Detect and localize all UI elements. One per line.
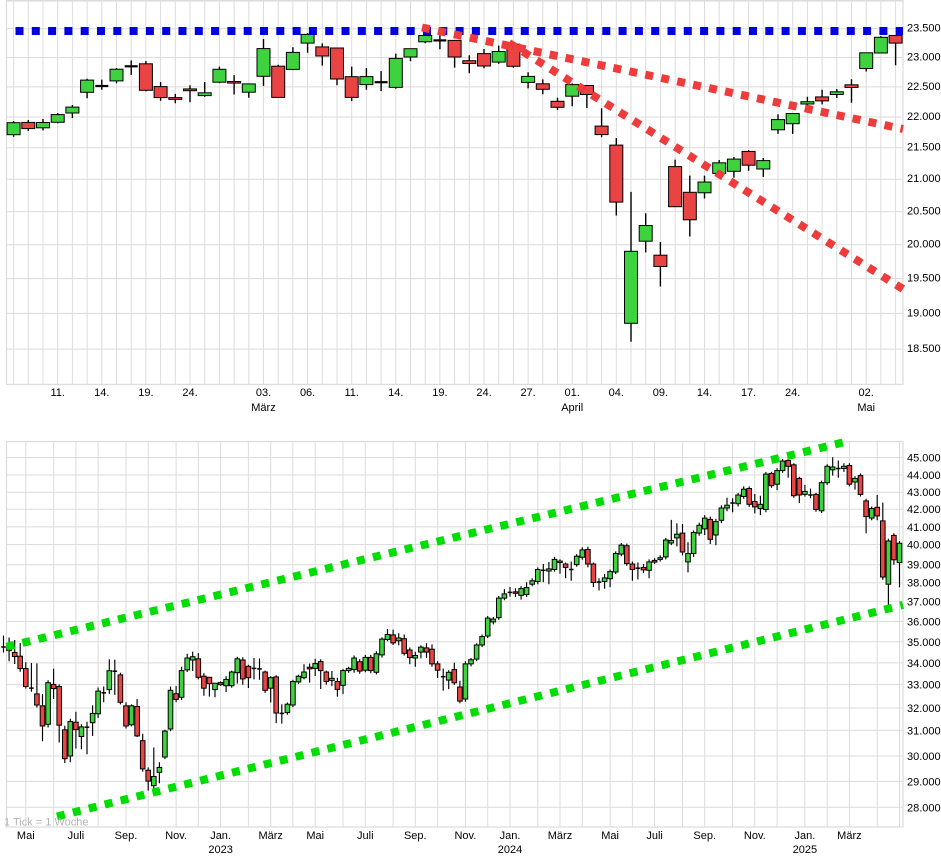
- svg-text:23.500: 23.500: [907, 23, 941, 35]
- svg-text:Sep.: Sep.: [693, 830, 716, 842]
- svg-text:37.000: 37.000: [907, 596, 941, 608]
- svg-text:Sep.: Sep.: [404, 830, 427, 842]
- svg-text:42.000: 42.000: [907, 504, 941, 516]
- svg-text:Mai: Mai: [17, 830, 35, 842]
- svg-text:03.: 03.: [256, 387, 271, 399]
- svg-text:38.000: 38.000: [907, 578, 941, 590]
- svg-text:04.: 04.: [609, 387, 624, 399]
- svg-text:17.: 17.: [741, 387, 756, 399]
- svg-text:22.000: 22.000: [907, 111, 941, 123]
- svg-text:19.: 19.: [432, 387, 447, 399]
- svg-text:Mai: Mai: [306, 830, 324, 842]
- svg-text:14.: 14.: [388, 387, 403, 399]
- svg-text:32.000: 32.000: [907, 703, 941, 715]
- svg-text:34.000: 34.000: [907, 658, 941, 670]
- svg-text:33.000: 33.000: [907, 680, 941, 692]
- svg-text:Jan.: Jan.: [500, 830, 521, 842]
- svg-text:2025: 2025: [793, 844, 817, 856]
- svg-text:20.500: 20.500: [907, 206, 941, 218]
- svg-text:Sep.: Sep.: [115, 830, 138, 842]
- svg-text:Jan.: Jan.: [795, 830, 816, 842]
- svg-text:09.: 09.: [653, 387, 668, 399]
- svg-text:23.000: 23.000: [907, 51, 941, 63]
- svg-text:Jan.: Jan.: [210, 830, 231, 842]
- svg-text:19.500: 19.500: [907, 273, 941, 285]
- svg-text:24.: 24.: [785, 387, 800, 399]
- svg-text:Nov.: Nov.: [165, 830, 187, 842]
- svg-text:27.: 27.: [520, 387, 535, 399]
- svg-text:Nov.: Nov.: [454, 830, 476, 842]
- svg-text:40.000: 40.000: [907, 540, 941, 552]
- svg-text:Mai: Mai: [857, 402, 875, 414]
- svg-text:31.000: 31.000: [907, 725, 941, 737]
- svg-text:Mai: Mai: [601, 830, 619, 842]
- svg-text:11.: 11.: [50, 387, 64, 399]
- svg-text:24.: 24.: [182, 387, 197, 399]
- svg-text:März: März: [548, 830, 572, 842]
- svg-text:Nov.: Nov.: [744, 830, 766, 842]
- svg-text:18.500: 18.500: [907, 343, 941, 355]
- svg-text:24.: 24.: [476, 387, 491, 399]
- svg-text:06.: 06.: [300, 387, 315, 399]
- svg-text:2024: 2024: [498, 844, 522, 856]
- svg-text:41.000: 41.000: [907, 522, 941, 534]
- svg-text:28.000: 28.000: [907, 802, 941, 814]
- svg-text:45.000: 45.000: [907, 453, 941, 465]
- svg-text:19.: 19.: [138, 387, 153, 399]
- svg-text:21.000: 21.000: [907, 173, 941, 185]
- svg-text:Juli: Juli: [646, 830, 663, 842]
- svg-text:35.000: 35.000: [907, 637, 941, 649]
- svg-text:März: März: [251, 402, 275, 414]
- svg-text:14.: 14.: [94, 387, 109, 399]
- svg-text:20.000: 20.000: [907, 239, 941, 251]
- svg-text:02.: 02.: [859, 387, 874, 399]
- svg-text:April: April: [561, 402, 583, 414]
- svg-text:44.000: 44.000: [907, 470, 941, 482]
- svg-text:März: März: [837, 830, 861, 842]
- svg-text:14.: 14.: [697, 387, 712, 399]
- svg-text:2023: 2023: [208, 844, 232, 856]
- svg-text:36.000: 36.000: [907, 617, 941, 629]
- svg-text:22.500: 22.500: [907, 81, 941, 93]
- svg-text:01.: 01.: [565, 387, 580, 399]
- svg-text:29.000: 29.000: [907, 776, 941, 788]
- svg-text:39.000: 39.000: [907, 560, 941, 572]
- svg-text:21.500: 21.500: [907, 142, 941, 154]
- svg-text:19.000: 19.000: [907, 307, 941, 319]
- svg-text:43.000: 43.000: [907, 487, 941, 499]
- svg-text:Juli: Juli: [357, 830, 374, 842]
- svg-text:30.000: 30.000: [907, 751, 941, 763]
- svg-text:März: März: [258, 830, 282, 842]
- svg-text:Juli: Juli: [68, 830, 85, 842]
- svg-text:1 Tick = 1 Woche: 1 Tick = 1 Woche: [4, 817, 88, 829]
- svg-text:11.: 11.: [344, 387, 358, 399]
